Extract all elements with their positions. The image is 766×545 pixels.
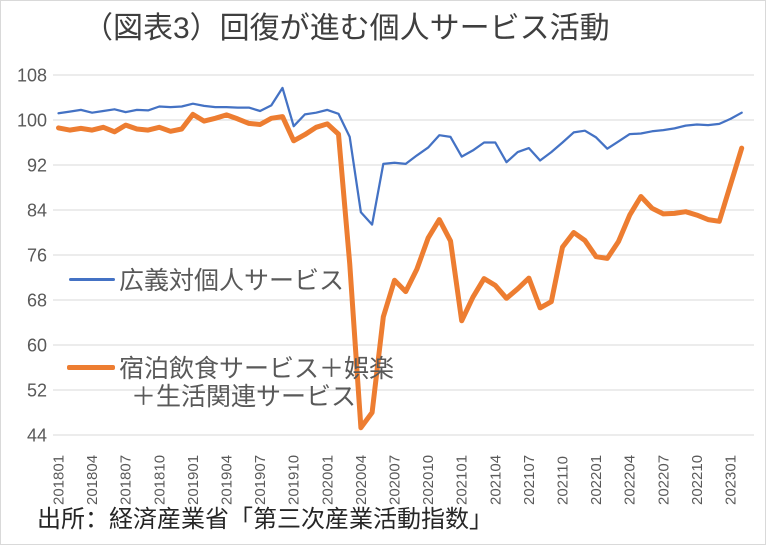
y-tick-label: 100	[17, 110, 47, 130]
x-tick-label: 201807	[118, 455, 135, 505]
x-tick-label: 201804	[84, 455, 101, 505]
legend-item-series1: 広義対個人サービス	[69, 267, 344, 295]
x-tick-label: 202110	[555, 456, 572, 505]
y-tick-label: 52	[27, 380, 47, 400]
x-tick-label: 201901	[185, 455, 202, 505]
series-line-1	[57, 86, 743, 226]
x-tick-label: 201810	[151, 455, 168, 505]
x-tick-label: 202210	[689, 455, 706, 505]
x-tick-label: 202107	[521, 455, 538, 505]
y-tick-label: 68	[27, 290, 47, 310]
series1-line-sample	[69, 278, 115, 281]
series2-line-sample	[67, 365, 115, 370]
x-tick-label: 202301	[723, 455, 740, 505]
source-note: 出所：経済産業省「第三次産業活動指数」	[37, 506, 493, 533]
x-tick-label: 202204	[622, 455, 639, 505]
x-tick-label: 202004	[353, 455, 370, 505]
x-tick-label: 202201	[588, 455, 605, 505]
legend-label-series1: 広義対個人サービス	[119, 267, 345, 295]
y-tick-label: 60	[27, 335, 47, 355]
x-tick-label: 201910	[286, 455, 303, 505]
legend-label-series2-line1: 宿泊飲食サービス＋娯楽	[119, 355, 395, 383]
legend-label-series2-line2: ＋生活関連サービス	[131, 383, 357, 411]
x-tick-label: 202104	[487, 455, 504, 505]
y-tick-label: 84	[27, 200, 47, 220]
x-tick-label: 202207	[655, 455, 672, 505]
x-tick-label: 201801	[51, 455, 68, 505]
legend-item-series2: 宿泊飲食サービス＋娯楽 ＋生活関連サービス	[67, 355, 394, 411]
legend-label-series2: 宿泊飲食サービス＋娯楽 ＋生活関連サービス	[119, 355, 394, 411]
x-tick-label: 202001	[319, 455, 336, 505]
y-tick-label: 44	[27, 425, 47, 445]
series-line-2	[56, 111, 745, 431]
x-tick-label: 202101	[454, 455, 471, 505]
y-tick-label: 108	[17, 65, 47, 85]
x-tick-label: 201907	[252, 455, 269, 505]
x-tick-label: 201904	[219, 455, 236, 505]
y-tick-label: 92	[27, 155, 47, 175]
chart-title: （図表3）回復が進む個人サービス活動	[83, 12, 610, 45]
x-tick-label: 202010	[420, 455, 437, 505]
y-tick-label: 76	[27, 245, 47, 265]
x-tick-label: 202007	[387, 455, 404, 505]
